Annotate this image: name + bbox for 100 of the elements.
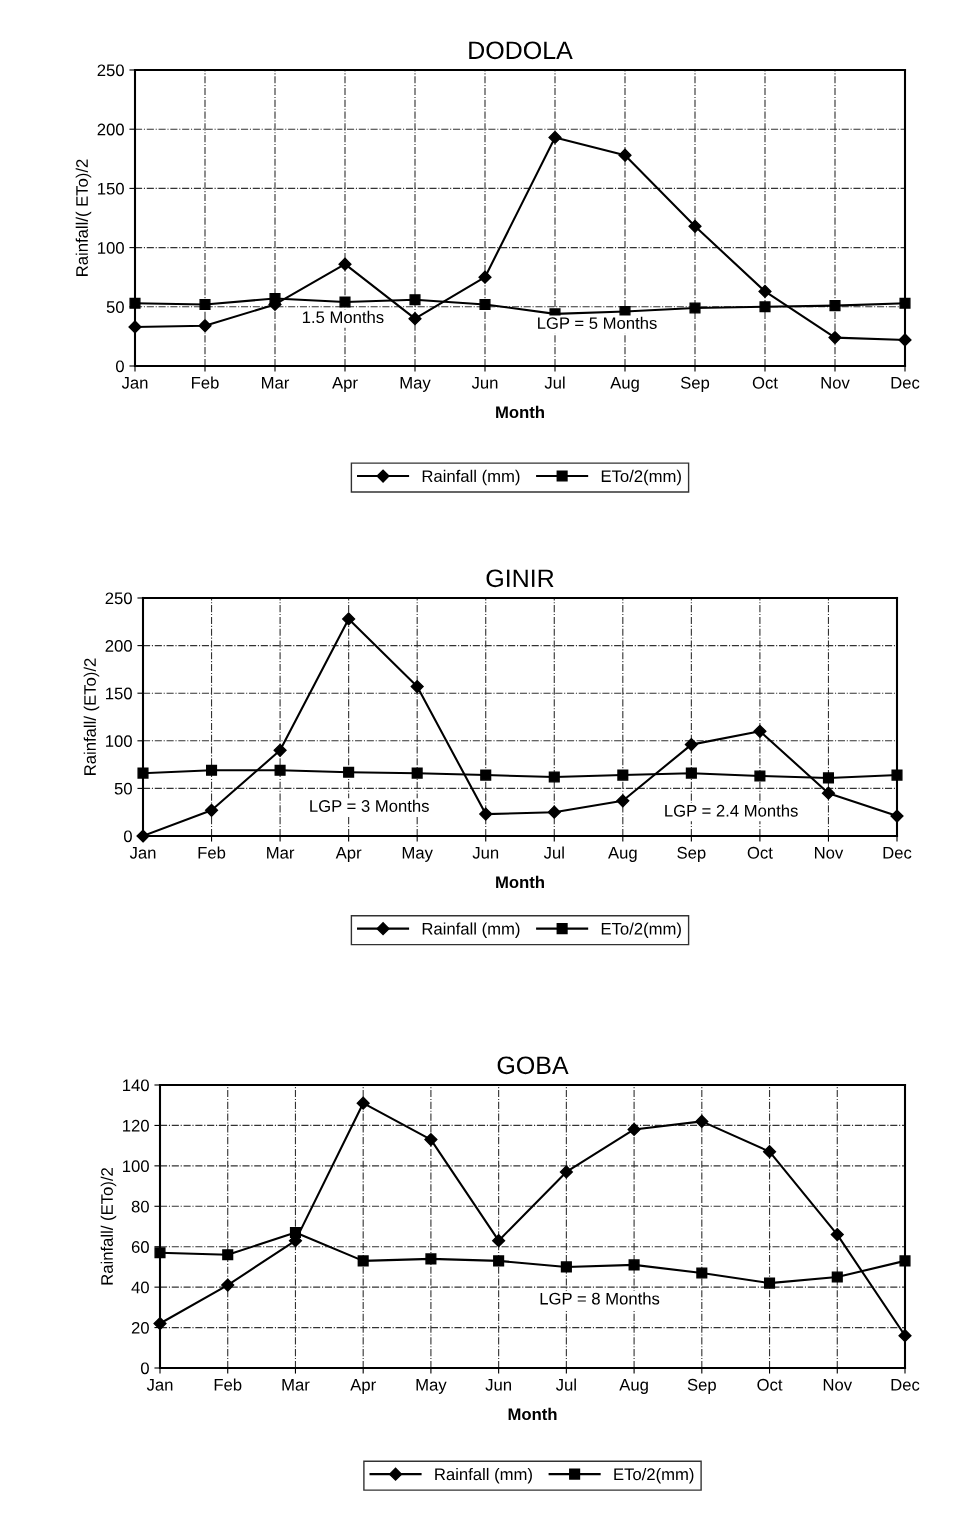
x-tick-label: Aug: [608, 847, 637, 862]
point: [758, 284, 772, 298]
x-tick-label: Nov: [821, 377, 850, 389]
x-tick-label: Mar: [282, 1379, 310, 1391]
point: [627, 1122, 641, 1137]
y-tick-label: 200: [105, 640, 132, 652]
x-tick-label: Sep: [677, 846, 706, 862]
x-tick-label: Jul: [544, 376, 565, 389]
legend-label: Rainfall (mm): [422, 469, 520, 486]
x-tick-label: Jun: [471, 377, 498, 389]
x-axis-title: Month: [496, 875, 544, 889]
x-tick-label: Apr: [350, 1379, 376, 1394]
point: [198, 319, 212, 333]
point: [899, 1255, 911, 1267]
point: [137, 767, 149, 779]
x-tick-label: Mar: [267, 847, 295, 859]
point: [616, 794, 630, 808]
point: [338, 257, 352, 271]
y-axis-title: Rainfall/ (ETo)/2: [83, 658, 100, 775]
y-tick-label: 40: [131, 1281, 149, 1294]
x-tick-label: Dec: [883, 847, 912, 859]
point: [762, 1145, 777, 1159]
y-tick-label: 120: [123, 1119, 149, 1132]
chart-title: DODOLA: [469, 41, 573, 60]
point: [343, 766, 355, 778]
point: [829, 300, 841, 312]
point: [411, 767, 423, 779]
point: [617, 769, 629, 781]
point: [618, 148, 632, 162]
legend-label: Rainfall (mm): [422, 922, 520, 938]
x-tick-label: Dec: [891, 377, 920, 389]
y-tick-label: 60: [131, 1241, 149, 1253]
x-tick-label: May: [402, 847, 433, 862]
point: [759, 301, 771, 313]
x-tick-label: Aug: [619, 1379, 648, 1394]
x-tick-label: Sep: [680, 376, 710, 392]
annotation: LGP = 8 Months: [540, 1292, 660, 1305]
point: [222, 1249, 234, 1261]
x-tick-label: Jun: [485, 1379, 511, 1391]
x-tick-label: Oct: [757, 1378, 783, 1391]
point: [688, 219, 702, 233]
x-axis-title: Month: [496, 405, 544, 419]
point: [129, 297, 141, 309]
point: [478, 270, 492, 284]
point: [830, 1227, 844, 1242]
x-tick-label: Jun: [472, 847, 499, 859]
point: [548, 771, 560, 783]
legend-label: ETo/2(mm): [601, 469, 681, 486]
y-tick-label: 200: [97, 123, 124, 136]
point: [424, 1132, 438, 1147]
x-tick-label: May: [400, 377, 431, 392]
point: [205, 764, 218, 776]
y-tick-label: 50: [114, 782, 132, 795]
x-tick-label: Oct: [752, 376, 778, 389]
point: [493, 1255, 505, 1267]
legend-label: Rainfall (mm): [435, 1467, 532, 1484]
x-tick-label: Apr: [335, 847, 362, 862]
point: [154, 1247, 166, 1259]
point: [342, 612, 356, 626]
x-tick-label: Jan: [146, 1379, 173, 1391]
x-tick-label: Feb: [192, 376, 219, 389]
point: [689, 302, 701, 314]
point: [753, 724, 767, 738]
point: [822, 772, 835, 784]
y-tick-label: 20: [131, 1321, 149, 1334]
point: [492, 1234, 506, 1248]
y-tick-label: 80: [131, 1200, 149, 1213]
point: [199, 298, 211, 310]
point: [547, 805, 561, 819]
point: [136, 829, 150, 843]
point: [899, 297, 911, 309]
point: [356, 1096, 370, 1110]
point: [153, 1316, 167, 1331]
point: [410, 679, 424, 694]
point: [831, 1271, 843, 1283]
point: [560, 1261, 572, 1273]
point: [408, 312, 422, 326]
point: [754, 770, 766, 782]
annotation: LGP = 5 Months: [538, 316, 657, 330]
y-tick-label: 50: [106, 301, 124, 313]
y-tick-label: 150: [98, 182, 124, 195]
x-tick-label: Feb: [214, 1378, 242, 1391]
point: [559, 1165, 573, 1179]
y-tick-label: 250: [97, 64, 124, 77]
x-tick-label: Nov: [823, 1379, 853, 1391]
point: [480, 769, 492, 781]
x-tick-label: Feb: [198, 846, 226, 859]
x-tick-label: Sep: [687, 1378, 716, 1394]
x-tick-label: Jan: [129, 847, 156, 859]
x-tick-label: Jul: [555, 1378, 576, 1391]
point: [828, 330, 842, 345]
point: [696, 1267, 708, 1279]
x-tick-label: Jul: [543, 846, 564, 859]
point: [763, 1277, 776, 1289]
x-axis-title: Month: [508, 1407, 557, 1421]
y-tick-label: 150: [106, 687, 132, 700]
x-tick-label: Apr: [332, 377, 358, 392]
point: [274, 764, 286, 776]
point: [628, 1259, 640, 1271]
annotation: 1.5 Months: [302, 310, 384, 324]
